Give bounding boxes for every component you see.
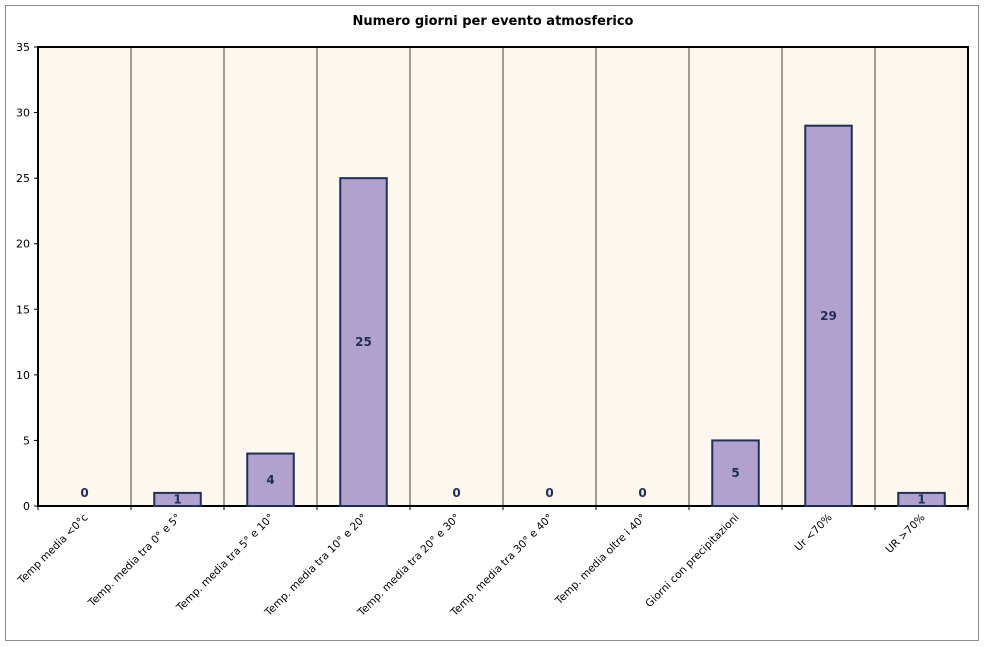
data-label: 4 [266,473,274,487]
data-label: 0 [452,486,460,500]
y-tick-label: 5 [23,434,30,447]
bar [804,124,853,508]
y-tick-label: 15 [16,303,30,316]
data-label: 0 [545,486,553,500]
y-tick-label: 30 [16,107,30,120]
y-tick-label: 0 [23,500,30,513]
bar [711,439,760,507]
data-label: 29 [820,309,837,323]
category-label: Temp media <0°c [15,511,91,587]
bar [339,177,388,507]
data-label: 0 [80,486,88,500]
y-tick-label: 35 [16,41,30,54]
data-label: 1 [173,492,181,506]
data-label: 0 [638,486,646,500]
y-tick-label: 25 [16,172,30,185]
y-tick-label: 20 [16,238,30,251]
data-label: 1 [917,492,925,506]
y-tick-label: 10 [16,369,30,382]
category-label: Giorni con precipitazioni [643,512,741,610]
bar [246,452,295,507]
category-label: Temp. media oltre i 40° [553,512,649,608]
data-label: 25 [355,335,372,349]
data-label: 5 [731,466,739,480]
category-label: Temp. media tra 10° e 20° [262,512,370,620]
category-label: Temp. media tra 0° e 5° [85,512,183,610]
category-label: Ur <70% [793,512,835,554]
category-label: UR >70% [883,512,927,556]
category-label: Temp. media tra 30° e 40° [448,512,556,620]
category-label: Temp. media tra 5° e 10° [174,512,277,615]
bar [897,491,946,507]
bar [153,491,202,507]
chart-title: Numero giorni per evento atmosferico [352,14,634,29]
category-label: Temp. media tra 20° e 30° [355,512,463,620]
